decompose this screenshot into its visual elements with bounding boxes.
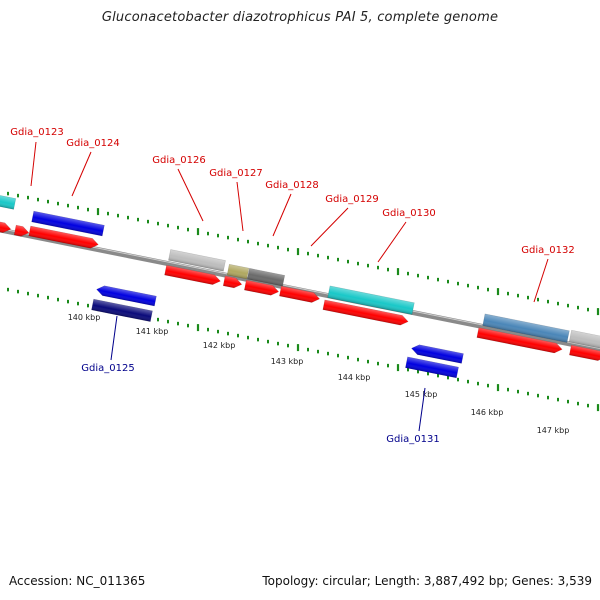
scale-label-6: 146 kbp	[471, 408, 504, 417]
gene-box-0132-shade	[482, 313, 570, 343]
leader-line-gdia_0123	[30, 141, 37, 187]
cds-arrow-0130-shade	[322, 299, 409, 326]
cds-arrow-0124-shade	[28, 225, 99, 249]
cds-arrow-0126-shade	[164, 264, 221, 285]
leader-line-gdia_0132	[533, 258, 549, 303]
cds-arrow-0127	[222, 275, 243, 289]
cds-arrow-0132-shade	[476, 327, 563, 354]
gene-box-0130-shade	[327, 285, 415, 315]
gene-box-0130	[327, 285, 415, 315]
scale-label-0: 140 kbp	[68, 313, 101, 322]
gene-box-0126-shade	[168, 249, 226, 272]
cds-arrow-0131	[410, 344, 464, 364]
cds-arrow-0131-shade	[410, 344, 464, 364]
gene-label-gdia_0124: Gdia_0124	[66, 138, 119, 149]
gene-box-0125-shade	[91, 298, 153, 323]
cds-arrow-0125-shade	[96, 285, 157, 307]
scale-label-2: 142 kbp	[203, 341, 236, 350]
cds-arrow-0129-shade	[279, 285, 321, 303]
leader-line-gdia_0128	[272, 193, 292, 237]
cds-arrow-0123	[0, 219, 12, 234]
scale-label-1: 141 kbp	[136, 327, 169, 336]
cds-arrow-0133-shade	[569, 344, 600, 361]
gene-label-gdia_0125: Gdia_0125	[81, 363, 134, 374]
feature-track	[0, 193, 600, 379]
cds-arrow-0123b	[13, 224, 30, 237]
gene-box-0124	[31, 210, 105, 237]
leader-line-gdia_0127	[236, 181, 244, 232]
leader-line-gdia_0126	[177, 168, 204, 222]
gene-label-gdia_0130: Gdia_0130	[382, 208, 435, 219]
gene-box-0131	[405, 356, 459, 379]
cds-arrow-0123-shade	[0, 219, 12, 234]
gene-box-0128	[246, 267, 286, 287]
gene-label-gdia_0128: Gdia_0128	[265, 180, 318, 191]
gene-label-gdia_0131: Gdia_0131	[386, 434, 439, 445]
gene-box-0123-cyan	[0, 193, 17, 210]
cds-arrow-0123b-shade	[13, 224, 30, 237]
gene-box-0128-shade	[246, 267, 286, 287]
gene-box-0126	[168, 249, 226, 272]
leader-line-gdia_0124	[71, 151, 92, 197]
gene-label-gdia_0127: Gdia_0127	[209, 168, 262, 179]
scale-label-5: 145 kbp	[405, 390, 438, 399]
gene-label-gdia_0123: Gdia_0123	[10, 127, 63, 138]
gene-box-0124-shade	[31, 210, 105, 237]
cds-arrow-0133	[569, 344, 600, 361]
gene-box-0127-shade	[226, 263, 250, 280]
leader-line-gdia_0131	[418, 387, 426, 432]
cds-arrow-0127-shade	[222, 275, 243, 289]
scale-labels: 140 kbp 141 kbp 142 kbp 143 kbp 144 kbp 145 k…	[68, 313, 570, 435]
cds-arrow-0132	[476, 327, 563, 354]
gene-box-0131-shade	[405, 356, 459, 379]
gene-label-gdia_0126: Gdia_0126	[152, 155, 205, 166]
scale-label-7: 147 kbp	[537, 426, 570, 435]
summary-text: Topology: circular; Length: 3,887,492 bp…	[262, 574, 592, 588]
cds-arrow-0130	[322, 299, 409, 326]
cds-arrow-0125	[96, 285, 157, 307]
gene-label-gdia_0132: Gdia_0132	[521, 245, 574, 256]
leader-line-gdia_0129	[310, 207, 349, 247]
gene-box-0133	[568, 329, 600, 350]
cds-arrow-0128	[243, 279, 280, 296]
cds-arrow-0126	[164, 264, 221, 285]
leader-line-gdia_0130	[377, 221, 407, 263]
scale-label-4: 144 kbp	[338, 373, 371, 382]
gene-box-0127	[226, 263, 250, 280]
cds-arrow-0129	[279, 285, 321, 303]
accession-text: Accession: NC_011365	[9, 574, 146, 588]
leader-line-gdia_0125	[110, 315, 118, 361]
gene-box-0132	[482, 313, 570, 343]
scale-label-3: 143 kbp	[271, 357, 304, 366]
cds-arrow-0124	[28, 225, 99, 249]
gene-label-gdia_0129: Gdia_0129	[325, 194, 378, 205]
gene-box-0125	[91, 298, 153, 323]
gene-box-0133-shade	[568, 329, 600, 350]
map-title: Gluconacetobacter diazotrophicus PAI 5, …	[101, 10, 499, 25]
cds-arrow-0128-shade	[243, 279, 280, 296]
gene-box-0123-cyan-shade	[0, 193, 17, 210]
